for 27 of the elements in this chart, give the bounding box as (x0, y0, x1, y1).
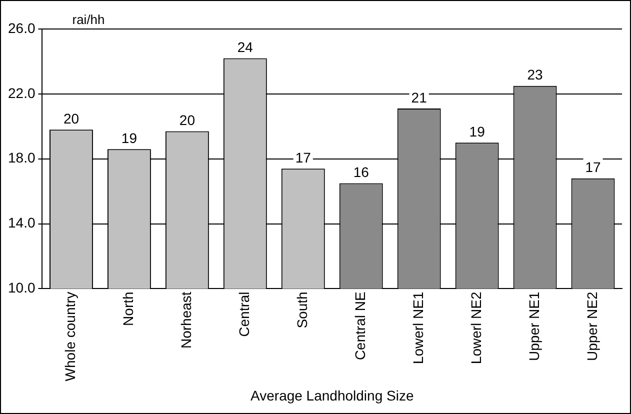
data-label: 23 (527, 66, 544, 83)
data-label: 19 (469, 123, 486, 140)
x-tick-label: North (120, 292, 136, 326)
x-tick-label: Norheast (178, 292, 194, 349)
y-tick-label: 10.0 (8, 280, 36, 296)
data-label: 20 (63, 110, 80, 126)
data-label: 17 (585, 159, 602, 176)
x-tick-label: Lowerl NE2 (468, 292, 484, 364)
x-tick-label: Upper NE1 (526, 292, 542, 361)
x-tick-label: Whole country (62, 292, 78, 382)
data-label: 24 (237, 39, 254, 56)
y-tick-label: 26.0 (8, 20, 36, 36)
y-tick-label: 18.0 (8, 150, 36, 166)
x-tick-label: South (294, 292, 310, 328)
x-tick-label: Central NE (352, 292, 368, 360)
y-axis-title: rai/hh (72, 12, 105, 28)
x-tick-label: Central (236, 292, 252, 337)
x-axis-title: Average Landholding Size (250, 387, 414, 404)
data-label: 16 (353, 164, 370, 180)
y-tick-label: 22.0 (8, 84, 36, 101)
data-label: 20 (179, 112, 196, 128)
y-tick-label: 14.0 (8, 214, 36, 231)
data-label: 21 (411, 89, 428, 106)
data-label: 19 (121, 130, 138, 146)
data-label: 17 (295, 149, 312, 166)
x-tick-label: Lowerl NE1 (410, 292, 426, 364)
x-tick-label: Upper NE2 (584, 292, 600, 361)
